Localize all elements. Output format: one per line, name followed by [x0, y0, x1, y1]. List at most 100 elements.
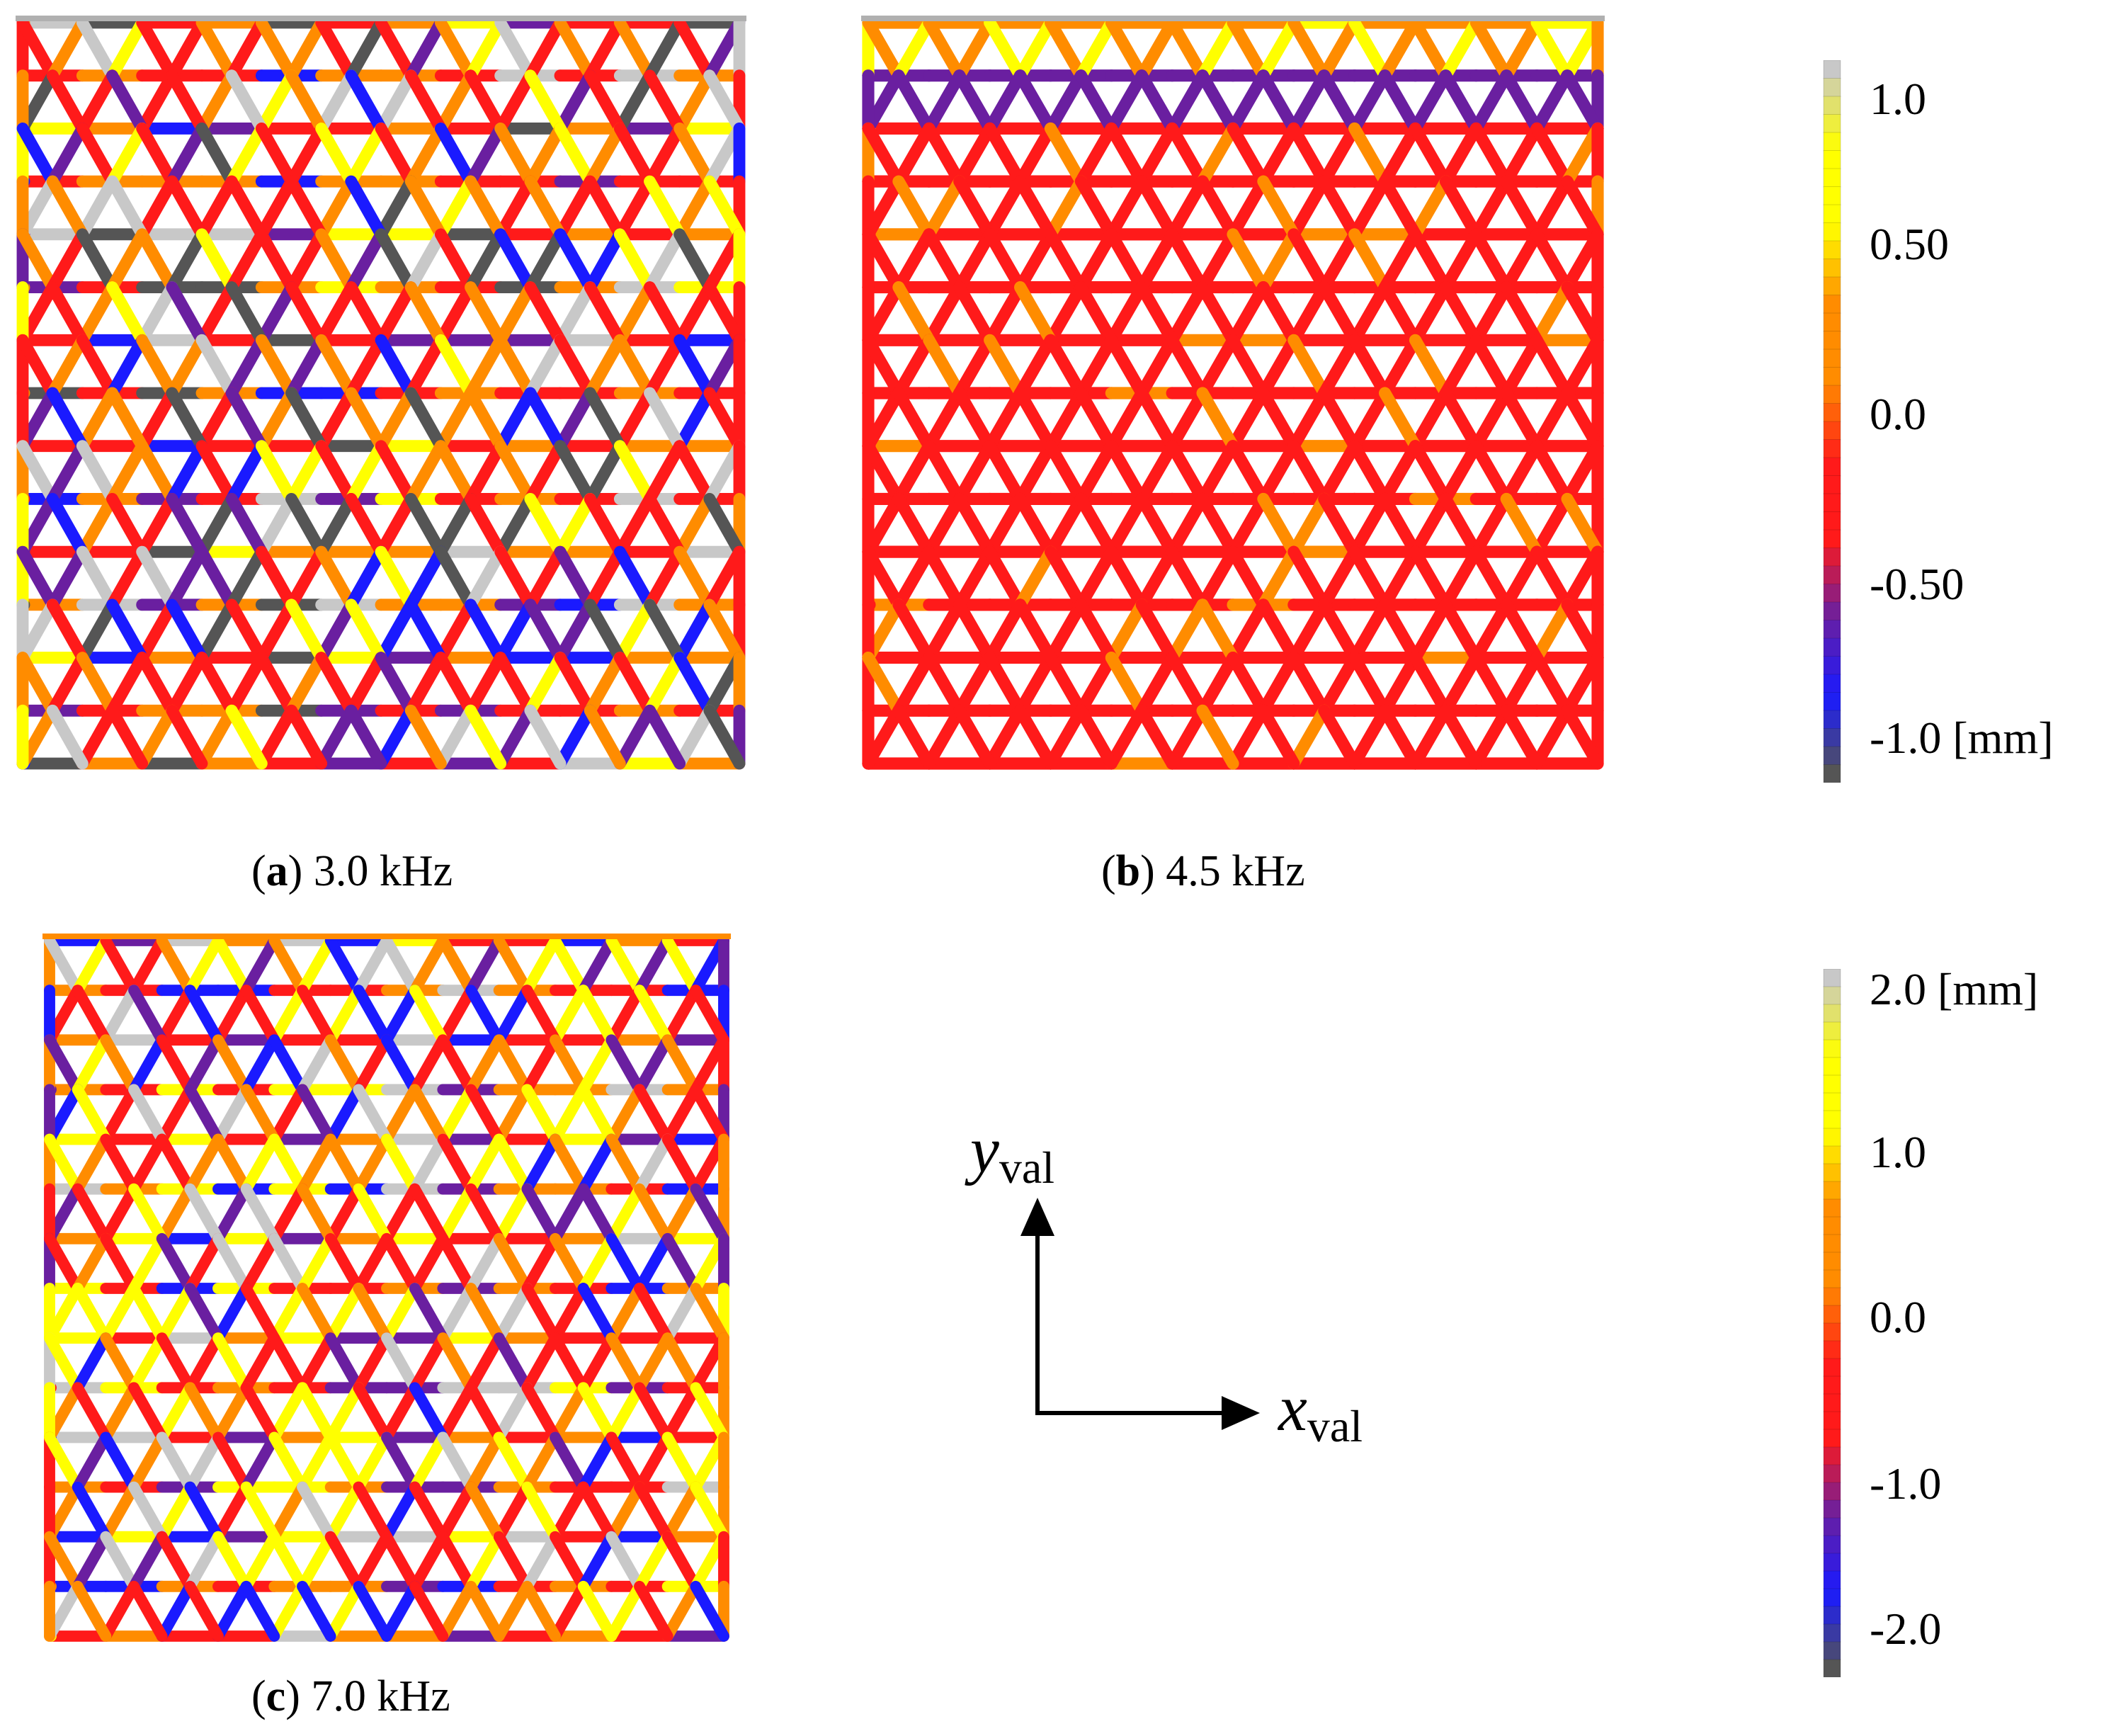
lattice-strut: [465, 1481, 505, 1543]
lattice-strut: [345, 228, 387, 294]
lattice-strut: [613, 16, 656, 82]
lattice-strut: [577, 1034, 618, 1096]
lattice-strut: [605, 1084, 645, 1145]
lattice-strut: [100, 1084, 140, 1145]
lattice-strut: [437, 1531, 477, 1592]
lattice-strut: [1044, 69, 1088, 135]
colorbar-segment: [1823, 1517, 1841, 1536]
lattice-strut: [703, 598, 746, 664]
lattice-strut: [106, 440, 149, 505]
lattice-strut: [644, 228, 686, 294]
lattice-strut: [494, 545, 537, 611]
lattice-strut: [550, 1431, 589, 1493]
lattice-strut: [605, 1531, 645, 1592]
lattice-strut: [375, 69, 417, 135]
lattice-strut: [434, 281, 477, 346]
lattice-strut: [1013, 598, 1057, 664]
lattice-strut: [100, 1382, 140, 1443]
lattice-strut: [984, 122, 1027, 188]
lattice-strut: [923, 334, 966, 399]
lattice-strut: [212, 935, 252, 997]
lattice-strut: [297, 1382, 336, 1443]
lattice-strut: [577, 1133, 618, 1195]
lattice-strut: [1166, 704, 1209, 770]
lattice-strut: [634, 1382, 673, 1443]
lattice-strut: [494, 175, 537, 241]
lattice-strut: [892, 280, 936, 346]
lattice-strut: [255, 69, 297, 135]
lattice-strut: [381, 1183, 421, 1244]
lattice-strut: [353, 985, 392, 1046]
lattice-strut: [136, 175, 178, 241]
colorbar-segment: [1823, 1659, 1841, 1677]
lattice-strut: [72, 1481, 112, 1543]
lattice-strut: [892, 651, 936, 717]
lattice-strut: [1013, 492, 1057, 558]
caption-c: (c) 7.0 kHz: [251, 1672, 450, 1720]
lattice-strut: [128, 1133, 168, 1195]
lattice-strut: [923, 122, 966, 188]
lattice-strut: [923, 651, 966, 717]
lattice-strut: [661, 935, 702, 997]
lattice-strut: [381, 1084, 421, 1145]
lattice-strut: [1105, 598, 1148, 664]
lattice-strut: [577, 1580, 618, 1642]
lattice-strut: [404, 598, 447, 664]
lattice-strut: [1074, 492, 1118, 558]
lattice-strut: [156, 1133, 196, 1195]
lattice-strut: [166, 387, 208, 453]
lattice-strut: [136, 228, 178, 294]
lattice-strut: [195, 492, 238, 558]
lattice-strut: [661, 1382, 702, 1443]
lattice-strut: [240, 1481, 280, 1543]
lattice-strut: [166, 545, 208, 611]
lattice-strut: [577, 1531, 618, 1592]
lattice-strut: [690, 1481, 729, 1543]
lattice-strut: [524, 545, 567, 611]
lattice-strut: [353, 1084, 392, 1145]
lattice-strut: [1469, 492, 1513, 558]
lattice-strut: [345, 16, 387, 82]
lattice-strut: [404, 281, 447, 346]
lattice-strut: [644, 704, 686, 770]
colorbar-segment: [1823, 240, 1841, 260]
lattice-strut: [315, 440, 358, 505]
lattice-strut: [577, 935, 618, 997]
lattice-strut: [255, 122, 297, 188]
lattice-strut: [255, 440, 297, 505]
lattice-strut: [353, 1232, 392, 1294]
lattice-strut: [409, 1431, 449, 1493]
lattice-strut: [1287, 175, 1331, 241]
lattice-strut: [1561, 492, 1604, 558]
lattice-strut: [345, 69, 387, 135]
colorbar-top: 1.0 0.50 0.0 -0.50 -1.0 [mm]: [1809, 60, 2093, 783]
lattice-strut: [953, 16, 996, 82]
lattice-strut: [1378, 16, 1422, 82]
lattice-strut: [521, 1034, 561, 1096]
lattice-strut: [1196, 704, 1239, 770]
colorbar-segment: [1823, 674, 1841, 693]
lattice-strut: [381, 1580, 421, 1642]
lattice-strut: [212, 1283, 252, 1344]
lattice-strut: [1166, 16, 1209, 82]
x-axis-label: xval: [1278, 1372, 1363, 1451]
lattice-strut: [1044, 440, 1088, 506]
lattice-strut: [984, 175, 1027, 241]
lattice-strut: [1257, 492, 1300, 558]
lattice-strut: [984, 16, 1027, 82]
lattice-strut: [465, 652, 507, 717]
lattice-strut: [953, 334, 996, 399]
lattice-strut: [644, 440, 686, 505]
colorbar-segment: [1823, 1269, 1841, 1288]
lattice-strut: [375, 122, 417, 188]
lattice-strut: [1469, 16, 1513, 82]
lattice-strut: [184, 985, 224, 1046]
colorbar-segment: [1823, 1057, 1841, 1076]
lattice-strut: [1318, 334, 1361, 399]
lattice-strut: [1348, 334, 1392, 399]
lattice-strut: [409, 1481, 449, 1543]
lattice-strut: [268, 1382, 308, 1443]
lattice-strut: [524, 228, 567, 294]
lattice-strut: [324, 985, 365, 1046]
lattice-strut: [1135, 492, 1178, 558]
